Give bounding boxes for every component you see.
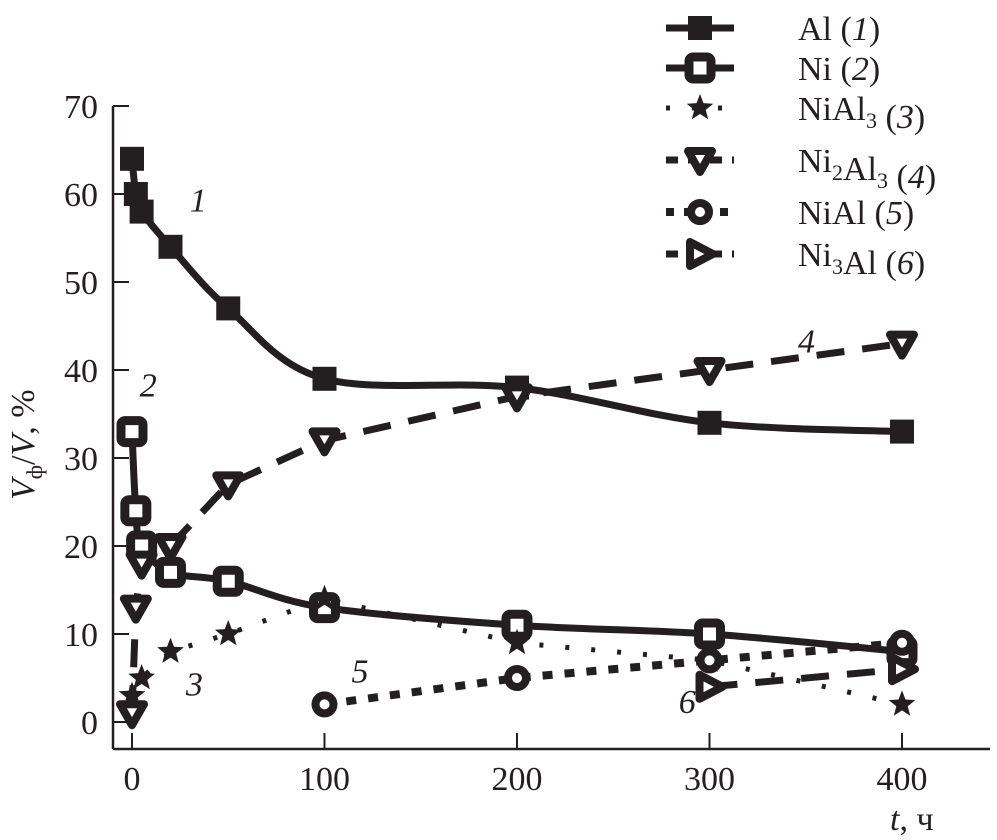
series-3 [118, 584, 916, 716]
curve-label-1: 1 [190, 183, 207, 220]
y-tick-label: 10 [64, 617, 98, 654]
y-tick-label: 70 [64, 89, 98, 126]
series-line [709, 665, 903, 691]
data-point [120, 146, 144, 171]
data-point [311, 691, 338, 718]
legend-label: Al (1) [798, 11, 880, 48]
legend-marker [684, 52, 716, 84]
data-point [308, 427, 341, 457]
legend-label: Ni2Al3 (4) [798, 143, 936, 196]
legend-item-5: NiAl (5) [666, 195, 914, 232]
series-6 [695, 653, 919, 703]
legend: Al (1)Ni (2)NiAl3 (3) Ni2Al3 (4)NiAl (5) N… [666, 11, 936, 282]
legend-marker [687, 199, 713, 225]
data-point [504, 665, 530, 691]
data-point [212, 471, 245, 501]
legend-label: NiAl3 (3) [798, 91, 925, 136]
y-tick-label: 50 [64, 265, 98, 302]
data-point [888, 690, 916, 716]
legend-marker [686, 94, 714, 120]
data-point [157, 637, 184, 663]
y-tick-label: 40 [64, 353, 98, 390]
x-axis-label: t, ч [890, 801, 934, 838]
data-point [119, 594, 152, 624]
data-point [889, 629, 915, 656]
data-point [128, 664, 155, 690]
legend-label: NiAl (5) [798, 195, 914, 232]
x-tick-label: 0 [124, 761, 141, 798]
data-point [886, 330, 918, 360]
series-2 [116, 416, 918, 668]
data-point [695, 670, 727, 703]
data-point [158, 234, 183, 259]
legend-item-2: Ni (2) [666, 51, 880, 88]
y-tick-label: 30 [64, 441, 98, 478]
curve-label-5: 5 [351, 653, 368, 690]
data-point [155, 556, 186, 588]
data-point [129, 199, 154, 224]
y-tick-label: 20 [64, 529, 98, 566]
curve-label-6: 6 [679, 684, 696, 721]
data-point [216, 296, 241, 321]
data-point [312, 366, 337, 391]
series-4 [116, 330, 918, 730]
x-tick-label: 400 [877, 761, 928, 798]
data-point [694, 618, 725, 650]
y-tick-label: 60 [64, 177, 98, 214]
data-point [888, 653, 919, 686]
y-tick-label: 0 [81, 705, 98, 742]
data-point [890, 419, 914, 444]
series-5 [311, 629, 915, 718]
data-point [116, 700, 148, 730]
series-line [128, 340, 903, 714]
data-point [311, 584, 338, 611]
curve-label-3: 3 [185, 667, 203, 704]
legend-item-3: NiAl3 (3) [666, 91, 925, 136]
legend-marker [686, 238, 717, 270]
legend-item-6: Ni3Al (6) [666, 237, 925, 282]
legend-marker [688, 16, 712, 40]
legend-item-4: Ni2Al3 (4) [666, 143, 936, 196]
x-tick-label: 100 [299, 761, 350, 798]
series-layer [116, 146, 919, 730]
y-axis-label: Vф/V, % [5, 389, 47, 500]
x-tick-label: 200 [492, 761, 543, 798]
data-point [154, 533, 187, 562]
legend-label: Ni (2) [798, 51, 880, 88]
data-point [503, 628, 531, 655]
data-point [214, 620, 242, 646]
series-line [323, 638, 903, 709]
data-point [116, 416, 148, 448]
data-point [501, 383, 533, 413]
legend-item-1: Al (1) [666, 11, 880, 48]
x-tick-label: 300 [684, 761, 735, 798]
curve-label-4: 4 [798, 323, 815, 360]
legend-label: Ni3Al (6) [798, 237, 925, 282]
labels-layer: 1 2 3 4 5 6 [140, 183, 815, 722]
data-point [125, 550, 158, 580]
curve-label-2: 2 [140, 367, 157, 404]
data-point [696, 647, 723, 674]
data-point [693, 357, 726, 386]
data-point [212, 565, 244, 597]
data-point [120, 495, 152, 527]
data-point [697, 410, 722, 435]
legend-marker [684, 147, 716, 176]
